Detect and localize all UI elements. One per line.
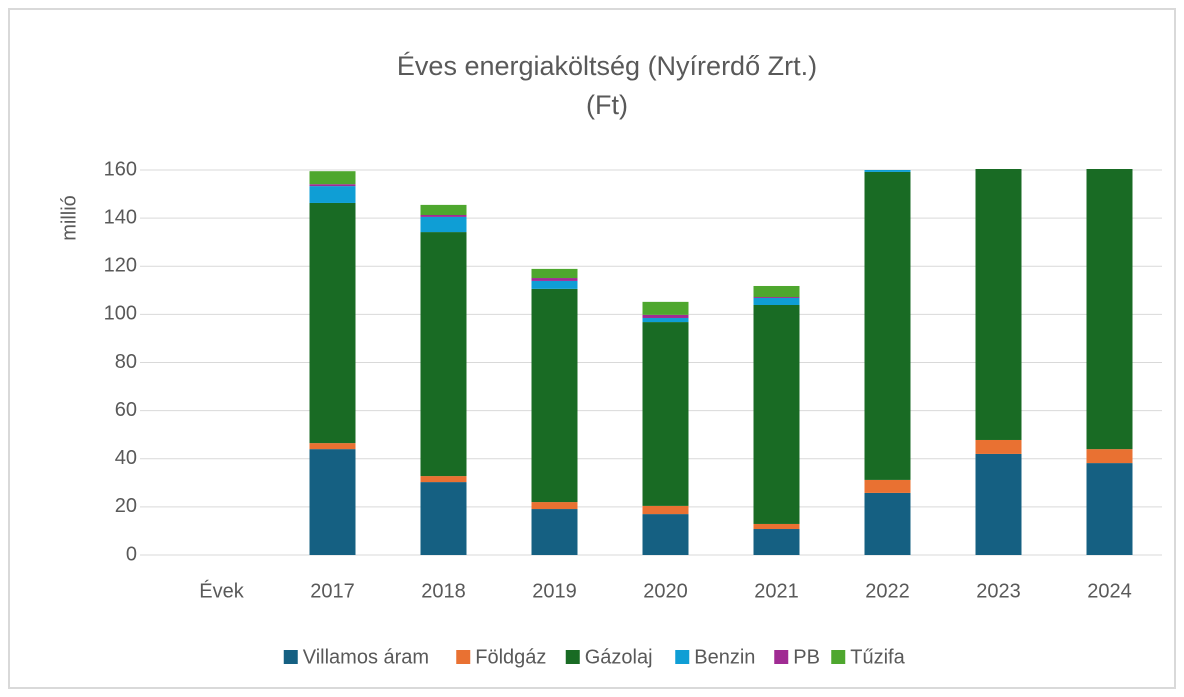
bar-segment [309, 186, 356, 203]
bar-segment [531, 278, 578, 281]
x-tick-label: 2020 [643, 580, 688, 602]
bar-segment [420, 214, 467, 217]
bar-segment [531, 280, 578, 289]
bar-segment [753, 297, 800, 299]
bar-segment [420, 482, 467, 555]
y-tick-label: 60 [115, 399, 137, 421]
x-tick-label: 2019 [532, 580, 577, 602]
bar-segment [420, 216, 467, 233]
legend-swatch [565, 650, 580, 664]
bar-segment [753, 523, 800, 530]
legend-swatch [456, 650, 471, 664]
bar-segment [531, 288, 578, 503]
bar-segment [975, 453, 1022, 555]
bar-segment [1086, 449, 1133, 464]
bar-segment [420, 232, 467, 477]
y-tick-label: 140 [104, 206, 137, 228]
bar-segment [864, 171, 911, 480]
bar-segment [420, 204, 467, 215]
bar-segment [753, 529, 800, 555]
bar-segment [642, 301, 689, 315]
y-tick-label: 160 [104, 158, 137, 180]
bar-segment [864, 492, 911, 555]
legend-label: Tűzifa [850, 646, 905, 668]
bar-segment [642, 322, 689, 506]
bar-segment [309, 202, 356, 444]
bar-segment [1086, 169, 1133, 450]
bar-segment [975, 439, 1022, 454]
chart-title: (Ft) [586, 90, 628, 120]
legend-label: PB [793, 646, 820, 668]
bar-segment [1086, 463, 1133, 555]
bar-segment [309, 443, 356, 450]
bar-segment [975, 169, 1022, 440]
bar-segment [531, 502, 578, 510]
x-tick-label: 2023 [976, 580, 1021, 602]
y-tick-label: 100 [104, 303, 137, 325]
bar-segment [753, 298, 800, 305]
bar-segment [531, 509, 578, 555]
x-tick-label: 2024 [1087, 580, 1132, 602]
bar-segment [864, 479, 911, 493]
y-tick-label: 20 [115, 495, 137, 517]
x-tick-label: Évek [199, 579, 244, 602]
bar-segment [309, 449, 356, 555]
legend-swatch [831, 650, 846, 664]
y-tick-label: 0 [126, 543, 137, 565]
bar-segment [753, 285, 800, 298]
legend-label: Földgáz [475, 646, 546, 668]
bar-segment [642, 314, 689, 318]
bar-segment [753, 304, 800, 524]
bar-segment [864, 170, 911, 172]
x-tick-label: 2021 [754, 580, 799, 602]
y-axis-title: millió [58, 195, 80, 241]
legend-swatch [283, 650, 298, 664]
legend-swatch [774, 650, 789, 664]
chart-title: Éves energiaköltség (Nyírerdő Zrt.) [397, 51, 817, 81]
y-tick-label: 40 [115, 447, 137, 469]
legend-label: Gázolaj [585, 646, 653, 668]
bar-segment [642, 317, 689, 323]
bar-segment [309, 184, 356, 187]
bar-segment [642, 514, 689, 555]
legend-label: Villamos áram [303, 646, 429, 668]
bar-segment [309, 171, 356, 185]
x-tick-label: 2017 [310, 580, 355, 602]
x-tick-label: 2022 [865, 580, 910, 602]
legend-swatch [675, 650, 690, 664]
y-tick-label: 80 [115, 351, 137, 373]
legend-label: Benzin [694, 646, 755, 668]
bar-segment [531, 268, 578, 279]
bar-segment [642, 505, 689, 515]
x-tick-label: 2018 [421, 580, 466, 602]
y-tick-label: 120 [104, 255, 137, 277]
bar-segment [420, 476, 467, 483]
